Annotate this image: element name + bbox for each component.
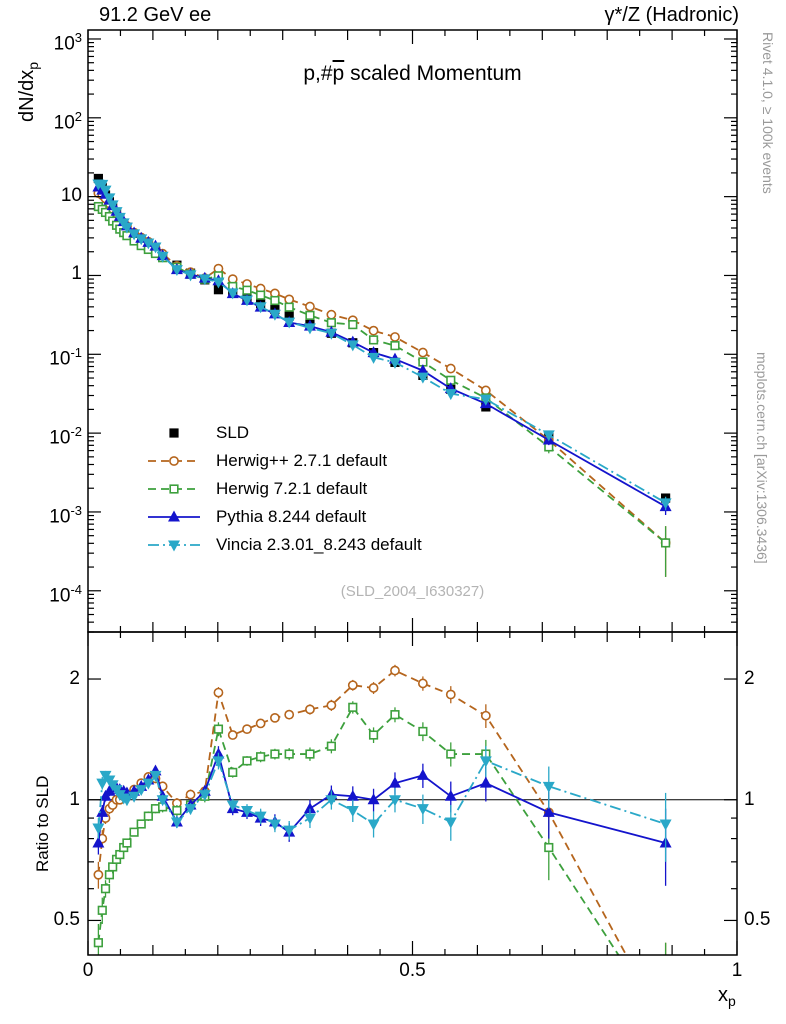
legend-item-label: Herwig++ 2.7.1 default	[216, 451, 388, 470]
ratio-y-tick-label-right: 2	[744, 668, 755, 690]
ratio-y-tick-label-right: 1	[744, 788, 755, 810]
process-label: γ*/Z (Hadronic)	[604, 4, 739, 26]
ratio-panel-series	[88, 664, 737, 955]
main-y-tick-label: 10-4	[49, 581, 82, 607]
legend-item-label: SLD	[216, 423, 250, 442]
ratio-panel-frame	[87, 631, 738, 956]
x-axis-label: xp	[718, 984, 736, 1009]
main-y-tick-label: 103	[53, 29, 82, 55]
mcplots-reference-note: mcplots.cern.ch [arXiv:1306.3436]	[754, 352, 770, 564]
series-vincia-ratio	[92, 746, 672, 862]
main-y-tick-label: 10-2	[49, 424, 82, 449]
series-pythia-ratio	[92, 746, 672, 886]
title-suffix: scaled Momentum	[344, 62, 522, 85]
circle-marker-icon	[148, 456, 200, 466]
analysis-id-watermark: (SLD_2004_I630327)	[340, 583, 485, 600]
series-vincia-main	[92, 179, 672, 511]
plot-title: p,#p scaled Momentum	[88, 62, 737, 86]
legend-item-pythia: Pythia 8.244 default	[146, 503, 422, 531]
x-axis-label-text: x	[718, 984, 728, 1006]
main-panel-series	[92, 173, 672, 577]
legend-item-sld: SLD	[146, 419, 422, 447]
ratio-y-tick-label-left: 1	[69, 788, 80, 810]
square-marker-icon	[169, 428, 179, 438]
main-y-tick-label: 10	[60, 184, 82, 206]
legend-item-label: Pythia 8.244 default	[216, 507, 367, 526]
ratio-y-tick-label-right: 0.5	[744, 909, 771, 931]
beam-energy-label: 91.2 GeV ee	[99, 4, 212, 26]
square-marker-icon	[148, 484, 200, 494]
main-y-tick-label: 102	[53, 108, 82, 134]
legend-item-herwig: Herwig++ 2.7.1 default	[146, 447, 422, 475]
title-prefix: p,#	[303, 62, 333, 85]
legend-item-label: Vincia 2.3.01_8.243 default	[216, 535, 422, 554]
triangle-down-marker-icon	[148, 540, 200, 552]
main-y-axis-label-sub: p	[25, 61, 41, 70]
series-herwig-ratio	[93, 664, 667, 955]
title-pbar: p	[332, 62, 345, 85]
legend-item-herwig: Herwig 7.2.1 default	[146, 475, 422, 503]
x-tick-label: 0	[82, 960, 94, 981]
legend-item-vincia: Vincia 2.3.01_8.243 default	[146, 531, 422, 559]
main-y-tick-label: 10-1	[49, 345, 82, 370]
series-herwig-ratio	[93, 701, 667, 955]
triangle-up-marker-icon	[148, 510, 200, 522]
ratio-y-tick-label-left: 0.5	[53, 909, 80, 931]
main-y-tick-label: 1	[71, 263, 82, 285]
x-tick-label: 1	[731, 960, 743, 981]
x-tick-label: 0.5	[399, 960, 426, 981]
ratio-y-tick-label-left: 2	[69, 668, 80, 690]
x-axis-label-sub: p	[728, 993, 736, 1009]
main-y-tick-label: 10-3	[49, 502, 82, 528]
legend-item-label: Herwig 7.2.1 default	[216, 479, 368, 498]
rivet-version-note: Rivet 4.1.0, ≥ 100k events	[760, 32, 776, 194]
legend: SLD Herwig++ 2.7.1 default Herwig 7.2.1 de…	[146, 419, 422, 559]
